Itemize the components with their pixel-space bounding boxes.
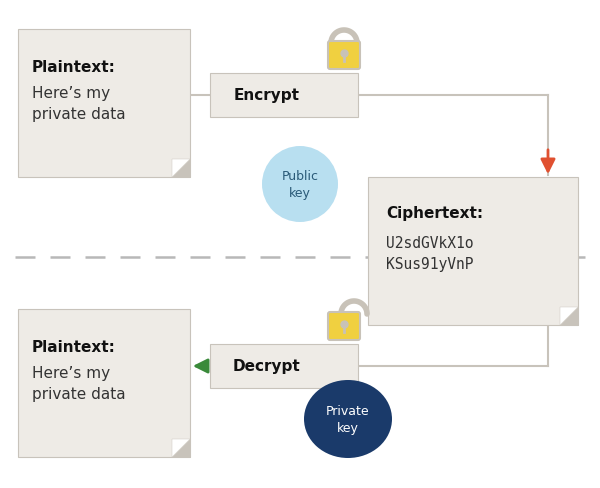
FancyBboxPatch shape	[210, 345, 358, 388]
Polygon shape	[172, 160, 190, 178]
FancyBboxPatch shape	[18, 30, 190, 178]
Text: Plaintext:: Plaintext:	[32, 339, 116, 354]
Polygon shape	[172, 439, 190, 457]
Text: Encrypt: Encrypt	[233, 88, 299, 103]
FancyBboxPatch shape	[210, 74, 358, 118]
Text: Public
key: Public key	[281, 170, 319, 200]
FancyBboxPatch shape	[18, 309, 190, 457]
Polygon shape	[560, 307, 578, 325]
Text: Here’s my
private data: Here’s my private data	[32, 365, 125, 401]
Polygon shape	[172, 439, 190, 457]
Polygon shape	[560, 307, 578, 325]
Ellipse shape	[304, 380, 392, 458]
Text: Ciphertext:: Ciphertext:	[386, 205, 483, 221]
FancyBboxPatch shape	[368, 178, 578, 325]
Text: U2sdGVkX1o
KSus91yVnP: U2sdGVkX1o KSus91yVnP	[386, 236, 473, 271]
Text: Here’s my
private data: Here’s my private data	[32, 86, 125, 122]
Text: Decrypt: Decrypt	[232, 359, 300, 374]
Text: Private
key: Private key	[326, 404, 370, 434]
FancyBboxPatch shape	[328, 42, 360, 70]
Polygon shape	[172, 160, 190, 178]
Text: Plaintext:: Plaintext:	[32, 60, 116, 75]
FancyBboxPatch shape	[328, 312, 360, 340]
Circle shape	[262, 147, 338, 223]
